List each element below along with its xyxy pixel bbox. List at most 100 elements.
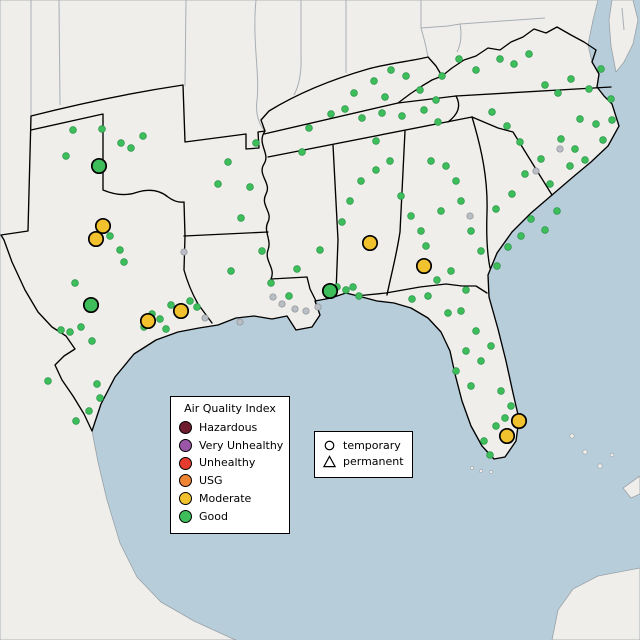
station-dot-good: [546, 180, 554, 188]
shape-legend-item-permanent: permanent: [323, 455, 404, 469]
station-dot-good: [96, 394, 104, 402]
unhealthy-swatch-icon: [179, 456, 192, 470]
station-dot-good: [444, 309, 452, 317]
station-dot-good: [77, 323, 85, 331]
station-dot-good: [496, 55, 504, 63]
station-dot-good: [398, 112, 406, 120]
station-dot-good: [521, 170, 529, 178]
station-dot-good: [193, 303, 201, 311]
station-dot-good: [372, 166, 380, 174]
aqi-legend-label: Very Unhealthy: [199, 438, 284, 452]
station-dot-good: [93, 380, 101, 388]
station-dot-good: [267, 279, 275, 287]
station-dot-good: [338, 218, 346, 226]
station-dot-good: [227, 267, 235, 275]
station-dot-good: [497, 387, 505, 395]
aqi-legend-label: Hazardous: [199, 420, 258, 434]
stations-layer: [44, 50, 616, 459]
neighbor-state-borders: [30, 0, 625, 132]
station-dot-good: [71, 279, 79, 287]
state-line-la-ms: [270, 276, 317, 302]
station-dot-no-data: [556, 145, 564, 153]
station-dot-good: [162, 325, 170, 333]
station-dot-good: [408, 295, 416, 303]
station-dot-good: [156, 315, 164, 323]
station-dot-good: [370, 77, 378, 85]
station-marker-moderate: [361, 234, 379, 252]
station-dot-good: [246, 183, 254, 191]
station-dot-good: [433, 276, 441, 284]
station-dot-no-data: [302, 307, 310, 315]
station-dot-good: [504, 243, 512, 251]
shape-legend-label: permanent: [343, 454, 404, 468]
aqi-legend-item-moderate: Moderate: [179, 492, 281, 506]
yucatan-peninsula: [551, 567, 640, 640]
shape-legend-item-temporary: temporary: [323, 439, 404, 453]
station-dot-good: [378, 109, 386, 117]
station-dot-good: [457, 197, 465, 205]
station-dot-good: [492, 422, 500, 430]
station-dot-good: [517, 232, 525, 240]
state-line-va-nc: [455, 86, 612, 97]
station-marker-moderate: [87, 230, 105, 248]
aqi-legend-label: USG: [199, 474, 223, 487]
station-dot-good: [258, 247, 266, 255]
station-dot-good: [298, 148, 306, 156]
station-dot-good: [507, 402, 515, 410]
station-dot-good: [516, 138, 524, 146]
station-dot-good: [510, 60, 518, 68]
station-dot-good: [106, 232, 114, 240]
station-dot-good: [316, 246, 324, 254]
aqi-legend-title: Air Quality Index: [184, 402, 276, 415]
island: [470, 466, 474, 470]
aqi-legend-label: Moderate: [199, 491, 252, 505]
station-dot-good: [455, 55, 463, 63]
station-dot-good: [417, 227, 425, 235]
state-line-mississippi-river: [261, 130, 273, 280]
station-dot-good: [477, 357, 485, 365]
permanent-triangle-icon: [323, 455, 336, 468]
station-dot-good: [422, 242, 430, 250]
station-dot-good: [350, 89, 358, 97]
station-dot-good: [541, 226, 549, 234]
station-dot-good: [424, 292, 432, 300]
station-dot-good: [566, 162, 574, 170]
station-dot-good: [457, 307, 465, 315]
station-dot-good: [492, 205, 500, 213]
station-dot-good: [427, 157, 435, 165]
station-dot-good: [62, 152, 70, 160]
usg-swatch-icon: [179, 474, 192, 488]
station-dot-good: [607, 95, 615, 103]
station-dot-good: [434, 118, 442, 126]
delmarva-peninsula: [608, 0, 639, 73]
station-marker-good: [82, 296, 100, 314]
island: [582, 449, 588, 455]
station-dot-good: [349, 283, 357, 291]
station-dot-good: [358, 114, 366, 122]
station-dot-good: [224, 158, 232, 166]
station-dot-good: [44, 377, 52, 385]
station-dot-good: [116, 246, 124, 254]
station-marker-moderate: [510, 412, 528, 430]
station-dot-good: [537, 155, 545, 163]
station-dot-good: [553, 207, 561, 215]
station-dot-good: [508, 190, 516, 198]
station-dot-good: [420, 106, 428, 114]
station-dot-good: [487, 342, 495, 350]
state-line-ms-al: [332, 144, 339, 294]
station-dot-good: [438, 72, 446, 80]
aqi-legend-item-unhealthy: Unhealthy: [179, 456, 281, 470]
island: [489, 470, 493, 474]
station-dot-no-data: [291, 305, 299, 313]
station-dot-no-data: [314, 303, 322, 311]
station-dot-good: [381, 93, 389, 101]
station-dot-good: [581, 156, 589, 164]
station-dot-good: [462, 286, 470, 294]
station-dot-good: [397, 192, 405, 200]
island: [569, 433, 575, 439]
station-dot-good: [554, 89, 562, 97]
station-dot-good: [486, 451, 494, 459]
station-marker-moderate: [415, 257, 433, 275]
station-dot-good: [214, 180, 222, 188]
aqi-legend-label: Good: [199, 509, 228, 523]
